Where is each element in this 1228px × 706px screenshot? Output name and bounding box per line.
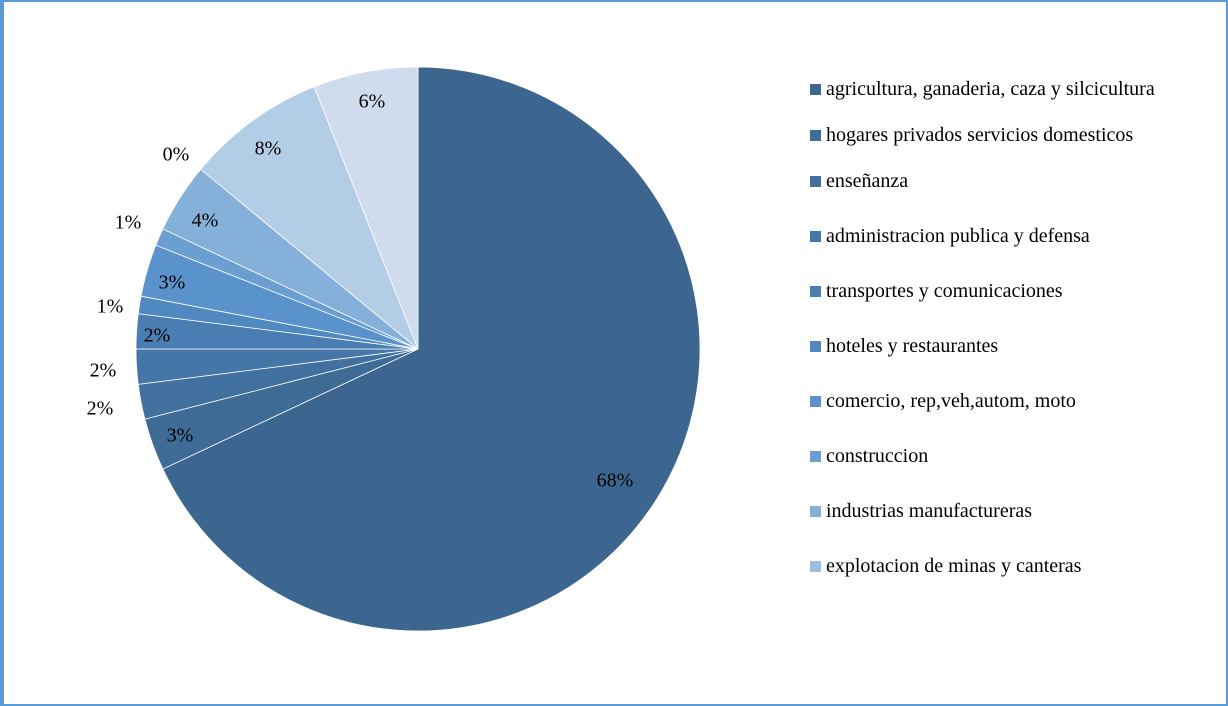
data-label: 2% <box>87 398 114 420</box>
data-label: 1% <box>115 212 142 234</box>
chart: 68% 3% 2% 2% 2% 1% 3% 1% 4% 0% 8% 6% <box>87 66 701 632</box>
legend-item: agricultura, ganaderia, caza y silcicult… <box>810 78 1190 124</box>
data-label: 3% <box>167 425 194 447</box>
data-label: 3% <box>159 272 186 294</box>
legend-swatch <box>810 130 821 141</box>
legend-swatch <box>810 561 821 572</box>
legend-item: explotacion de minas y canteras <box>810 555 1190 610</box>
legend-swatch <box>810 506 821 517</box>
legend-swatch <box>810 341 821 352</box>
pie-slice <box>200 86 419 350</box>
legend-swatch <box>810 286 821 297</box>
data-label: 6% <box>359 91 386 113</box>
legend-label: construccion <box>826 445 929 467</box>
legend-label: industrias manufactureras <box>826 500 1033 522</box>
legend-label: explotacion de minas y canteras <box>826 555 1082 577</box>
legend-swatch <box>810 451 821 462</box>
legend-item: hoteles y restaurantes <box>810 335 1190 390</box>
data-label: 1% <box>97 296 124 318</box>
pie-slice <box>162 66 701 632</box>
data-label: 4% <box>192 210 219 232</box>
data-label: 2% <box>90 360 117 382</box>
legend-item: construccion <box>810 445 1190 500</box>
legend-item: comercio, rep,veh,autom, moto <box>810 390 1190 445</box>
legend-label: agricultura, ganaderia, caza y silcicult… <box>826 78 1155 100</box>
legend-item: hogares privados servicios domesticos <box>810 124 1190 170</box>
legend-swatch <box>810 176 821 187</box>
legend-item: industrias manufactureras <box>810 500 1190 555</box>
legend-swatch <box>810 231 821 242</box>
legend-label: hoteles y restaurantes <box>826 335 999 357</box>
legend-item: administracion publica y defensa <box>810 225 1190 280</box>
legend-label: administracion publica y defensa <box>826 225 1090 247</box>
legend: agricultura, ganaderia, caza y silcicult… <box>810 78 1190 610</box>
legend-swatch <box>810 396 821 407</box>
data-label: 2% <box>144 325 171 347</box>
data-label: 0% <box>163 144 190 166</box>
legend-item: enseñanza <box>810 170 1190 225</box>
data-label: 8% <box>255 138 282 160</box>
legend-swatch <box>810 84 821 95</box>
legend-label: enseñanza <box>826 170 909 192</box>
legend-label: hogares privados servicios domesticos <box>826 124 1134 146</box>
legend-label: transportes y comunicaciones <box>826 280 1063 302</box>
pie-slice <box>313 66 419 350</box>
data-label: 68% <box>597 470 634 492</box>
legend-item: transportes y comunicaciones <box>810 280 1190 335</box>
legend-label: comercio, rep,veh,autom, moto <box>826 390 1076 412</box>
